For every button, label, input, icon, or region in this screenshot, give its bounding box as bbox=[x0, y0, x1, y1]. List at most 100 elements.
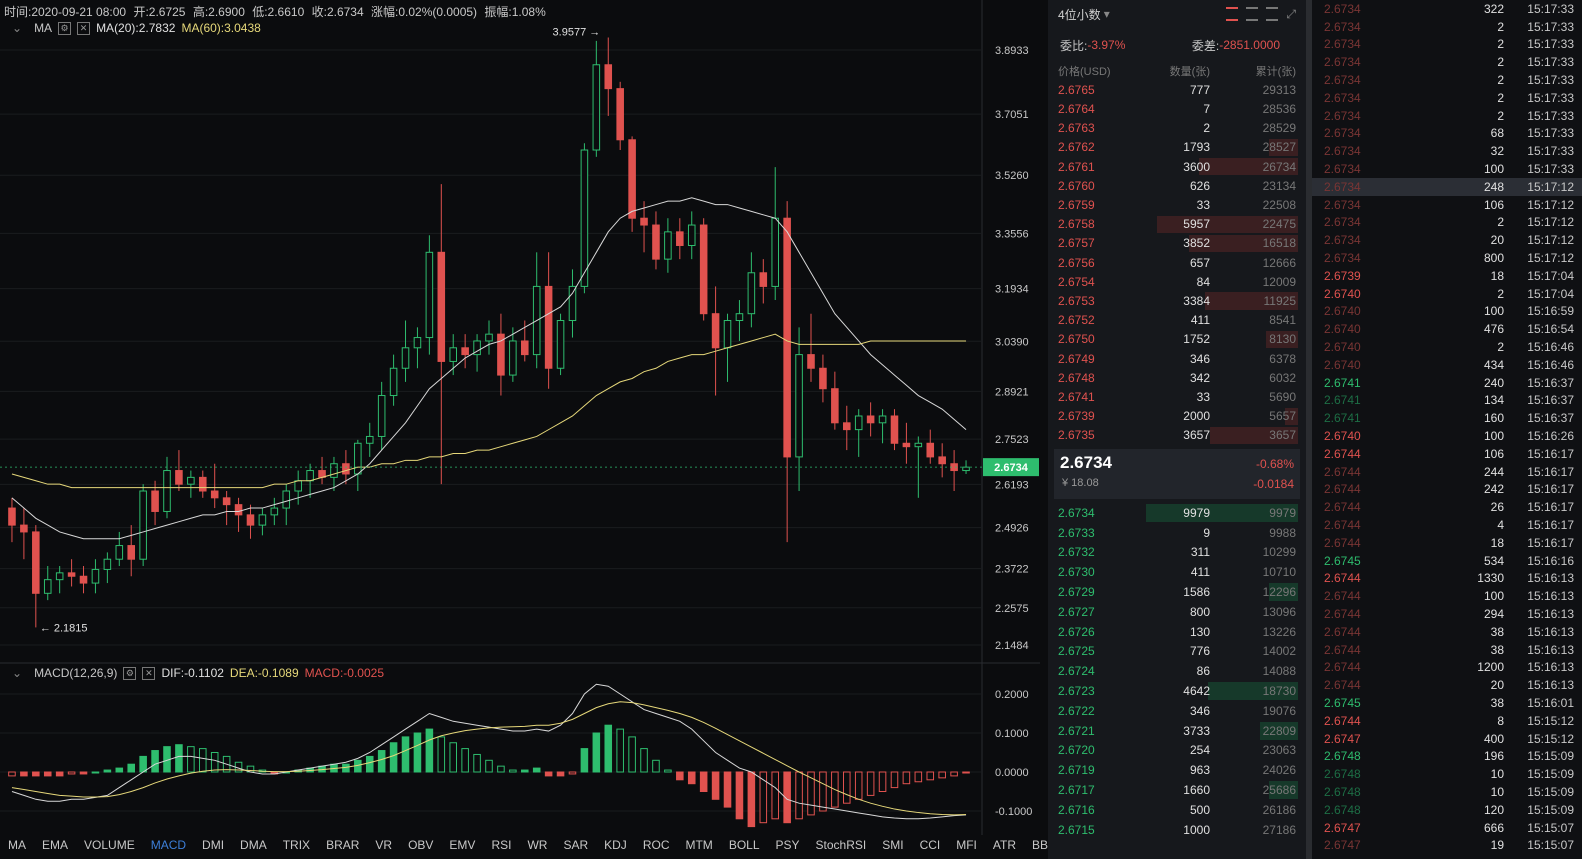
tab-volume[interactable]: VOLUME bbox=[84, 838, 135, 852]
expand-icon[interactable]: ⤢ bbox=[1286, 6, 1296, 21]
tab-smi[interactable]: SMI bbox=[882, 838, 904, 852]
ohlc-info-bar: 时间:2020-09-21 08:00 开:2.6725 高:2.6900 低:… bbox=[4, 3, 550, 20]
tab-wr[interactable]: WR bbox=[527, 838, 548, 852]
bid-row[interactable]: 2.6719 963 24026 bbox=[1048, 760, 1306, 780]
tab-brar[interactable]: BRAR bbox=[326, 838, 360, 852]
bid-qty: 4642 bbox=[1183, 684, 1210, 699]
trade-time: 15:16:17 bbox=[1527, 500, 1574, 515]
depth-bar bbox=[1205, 292, 1298, 310]
ask-row[interactable]: 2.6739 2000 5657 bbox=[1048, 407, 1306, 426]
bid-row[interactable]: 2.6720 254 23063 bbox=[1048, 741, 1306, 761]
chevron-down-icon[interactable]: ▾ bbox=[1103, 7, 1110, 21]
ask-row[interactable]: 2.6764 7 28536 bbox=[1048, 99, 1306, 118]
ask-row[interactable]: 2.6759 33 22508 bbox=[1048, 195, 1306, 214]
ask-row[interactable]: 2.6760 626 23134 bbox=[1048, 176, 1306, 195]
settings-icon[interactable]: ⚙ bbox=[123, 666, 137, 680]
ask-row[interactable]: 2.6735 3657 3657 bbox=[1048, 426, 1306, 445]
bid-row[interactable]: 2.6722 346 19076 bbox=[1048, 701, 1306, 721]
trade-qty: 19 bbox=[1490, 838, 1504, 853]
tab-kdj[interactable]: KDJ bbox=[604, 838, 627, 852]
trade-row: 2.6734 68 15:17:33 bbox=[1312, 125, 1582, 143]
ask-row[interactable]: 2.6752 411 8541 bbox=[1048, 311, 1306, 330]
tab-sar[interactable]: SAR bbox=[563, 838, 589, 852]
bid-row[interactable]: 2.6734 9979 9979 bbox=[1048, 503, 1306, 523]
trade-time: 15:16:17 bbox=[1527, 535, 1574, 550]
bid-row[interactable]: 2.6726 130 13226 bbox=[1048, 622, 1306, 642]
tab-emv[interactable]: EMV bbox=[449, 838, 476, 852]
candle-body bbox=[115, 545, 124, 560]
tab-macd[interactable]: MACD bbox=[150, 838, 187, 852]
close-icon[interactable]: ✕ bbox=[142, 666, 156, 680]
bid-row[interactable]: 2.6727 800 13096 bbox=[1048, 602, 1306, 622]
bid-row[interactable]: 2.6733 9 9988 bbox=[1048, 523, 1306, 543]
ask-row[interactable]: 2.6749 346 6378 bbox=[1048, 349, 1306, 368]
tab-dma[interactable]: DMA bbox=[240, 838, 267, 852]
candle-body bbox=[425, 251, 434, 339]
ask-row[interactable]: 2.6748 342 6032 bbox=[1048, 368, 1306, 387]
depth-bar bbox=[1189, 234, 1298, 252]
tab-mfi[interactable]: MFI bbox=[956, 838, 977, 852]
trade-price: 2.6748 bbox=[1324, 767, 1361, 782]
trade-row: 2.6744 106 15:16:17 bbox=[1312, 445, 1582, 463]
ask-row[interactable]: 2.6762 1793 28527 bbox=[1048, 138, 1306, 157]
tab-dmi[interactable]: DMI bbox=[202, 838, 225, 852]
bid-row[interactable]: 2.6729 1586 12296 bbox=[1048, 582, 1306, 602]
collapse-chevron-icon[interactable]: ⌄ bbox=[12, 666, 23, 680]
macd-histogram-bar bbox=[962, 771, 970, 774]
ask-qty: 1793 bbox=[1183, 140, 1210, 155]
ask-row[interactable]: 2.6763 2 28529 bbox=[1048, 119, 1306, 138]
bid-qty: 1660 bbox=[1183, 783, 1210, 798]
candle-body bbox=[8, 507, 16, 526]
bid-row[interactable]: 2.6724 86 14088 bbox=[1048, 661, 1306, 681]
close-icon[interactable]: ✕ bbox=[77, 21, 91, 35]
ask-row[interactable]: 2.6765 777 29313 bbox=[1048, 80, 1306, 99]
bid-row[interactable]: 2.6723 4642 18730 bbox=[1048, 681, 1306, 701]
precision-select[interactable]: 4位小数 bbox=[1058, 7, 1101, 22]
bid-row[interactable]: 2.6717 1660 25686 bbox=[1048, 780, 1306, 800]
tab-obv[interactable]: OBV bbox=[408, 838, 434, 852]
asks-view-icon[interactable] bbox=[1266, 6, 1279, 21]
candle-body bbox=[449, 347, 458, 362]
bid-row[interactable]: 2.6730 411 10710 bbox=[1048, 562, 1306, 582]
depth-bar bbox=[1146, 504, 1298, 522]
bid-row[interactable]: 2.6725 776 14002 bbox=[1048, 642, 1306, 662]
trade-qty: 244 bbox=[1483, 464, 1504, 479]
ask-row[interactable]: 2.6761 3600 26734 bbox=[1048, 157, 1306, 176]
trade-price: 2.6740 bbox=[1324, 357, 1361, 372]
ask-row[interactable]: 2.6758 5957 22475 bbox=[1048, 215, 1306, 234]
bid-row[interactable]: 2.6715 1000 27186 bbox=[1048, 820, 1306, 840]
bids-view-icon[interactable] bbox=[1246, 6, 1259, 21]
panel-splitter[interactable] bbox=[1306, 0, 1312, 859]
ask-row[interactable]: 2.6757 3852 16518 bbox=[1048, 234, 1306, 253]
trade-row: 2.6744 8 15:15:12 bbox=[1312, 712, 1582, 730]
tab-atr[interactable]: ATR bbox=[992, 838, 1017, 852]
trade-time: 15:16:13 bbox=[1527, 660, 1574, 675]
tab-trix[interactable]: TRIX bbox=[282, 838, 311, 852]
tab-stochrsi[interactable]: StochRSI bbox=[815, 838, 867, 852]
candlestick-chart[interactable]: 3.8933 3.7051 3.5260 3.3556 3.1934 3.0390 2.89… bbox=[0, 0, 1040, 859]
both-sides-view-icon[interactable] bbox=[1226, 6, 1239, 21]
tab-vr[interactable]: VR bbox=[375, 838, 393, 852]
tab-ma[interactable]: MA bbox=[8, 838, 26, 852]
settings-icon[interactable]: ⚙ bbox=[58, 21, 72, 35]
ask-row[interactable]: 2.6754 84 12009 bbox=[1048, 272, 1306, 291]
ask-row[interactable]: 2.6750 1752 8130 bbox=[1048, 330, 1306, 349]
bid-row[interactable]: 2.6732 311 10299 bbox=[1048, 543, 1306, 563]
bid-row[interactable]: 2.6716 500 26186 bbox=[1048, 800, 1306, 820]
tab-roc[interactable]: ROC bbox=[642, 838, 670, 852]
ask-row[interactable]: 2.6753 3384 11925 bbox=[1048, 291, 1306, 310]
tab-rsi[interactable]: RSI bbox=[491, 838, 512, 852]
tab-cci[interactable]: CCI bbox=[919, 838, 941, 852]
ask-row[interactable]: 2.6741 33 5690 bbox=[1048, 387, 1306, 406]
macd-histogram-bar bbox=[628, 736, 636, 773]
collapse-chevron-icon[interactable]: ⌄ bbox=[12, 21, 23, 35]
ask-row[interactable]: 2.6756 657 12666 bbox=[1048, 253, 1306, 272]
bid-row[interactable]: 2.6721 3733 22809 bbox=[1048, 721, 1306, 741]
tab-mtm[interactable]: MTM bbox=[685, 838, 713, 852]
tab-boll[interactable]: BOLL bbox=[728, 838, 760, 852]
chart-area[interactable]: 3.8933 3.7051 3.5260 3.3556 3.1934 3.0390 2.89… bbox=[0, 0, 1149, 859]
macd-histogram-bar bbox=[198, 748, 207, 773]
tab-psy[interactable]: PSY bbox=[775, 838, 800, 852]
tab-ema[interactable]: EMA bbox=[42, 838, 69, 852]
trade-qty: 666 bbox=[1483, 820, 1504, 835]
